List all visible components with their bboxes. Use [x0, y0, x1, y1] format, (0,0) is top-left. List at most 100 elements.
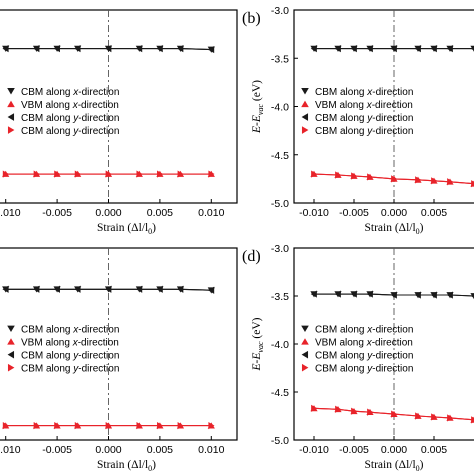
y-tick-label: -3.0	[271, 243, 289, 255]
data-point	[471, 416, 474, 424]
x-tick-label: -0.005	[42, 444, 72, 456]
x-tick-label: -0.005	[42, 207, 72, 219]
data-point	[470, 46, 474, 51]
data-point	[54, 422, 61, 430]
x-tick-label: 0.000	[381, 207, 407, 219]
chart-panel-1: -0.010 -0.005 0.000 0.005 0.010 Strain (Δl/l0…	[0, 9, 238, 236]
data-point	[208, 286, 215, 294]
legend-marker	[7, 88, 15, 95]
data-point	[351, 407, 358, 415]
data-point	[136, 285, 143, 293]
chart-panel-2: -0.010 -0.005 0.000 0.005 -3.0 -3.5 -4.0 -4.5 -5…	[242, 5, 474, 236]
data-point	[311, 170, 318, 178]
data-point	[157, 170, 164, 178]
y-tick-label: -4.0	[271, 102, 289, 114]
chart-panel-3: -0.010 -0.005 0.000 0.005 0.010 Strain (Δl/l0…	[0, 247, 238, 473]
data-point	[33, 45, 40, 53]
data-point	[2, 422, 9, 430]
legend-marker	[301, 126, 309, 134]
data-point	[157, 422, 164, 430]
legend-entry: CBM along y-direction	[21, 364, 119, 375]
data-point	[105, 45, 112, 53]
series-group	[310, 45, 474, 188]
data-point	[430, 45, 437, 53]
x-tick-label: -0.010	[0, 444, 21, 456]
data-point	[446, 291, 453, 299]
data-point	[415, 412, 422, 420]
data-point	[74, 170, 81, 178]
data-point	[366, 290, 373, 298]
legend-marker	[7, 338, 15, 345]
data-point	[105, 422, 112, 430]
data-point	[431, 177, 438, 185]
data-point	[415, 176, 422, 184]
x-tick-label: -0.005	[339, 207, 369, 219]
data-point	[310, 45, 317, 53]
data-point	[446, 45, 453, 53]
x-tick-label: 0.000	[95, 444, 121, 456]
legend-marker	[7, 325, 15, 333]
y-tick-label: -5.0	[271, 198, 289, 210]
legend-entry: CBM along y-direction	[21, 351, 119, 362]
data-point	[414, 45, 421, 53]
data-point	[2, 285, 9, 293]
y-tick-label: -3.0	[271, 5, 289, 17]
data-point	[350, 45, 357, 53]
legend-entry: CBM along x-direction	[21, 87, 119, 98]
x-axis-label: Strain (Δl/l0)	[97, 222, 156, 236]
data-point	[136, 170, 143, 178]
x-tick-label: -0.010	[299, 444, 329, 456]
y-tick-label: -4.5	[271, 150, 289, 162]
data-point	[350, 290, 357, 298]
data-point	[74, 422, 81, 430]
x-tick-label: 0.005	[147, 207, 173, 219]
x-tick-label: -0.010	[299, 207, 329, 219]
legend-entry: CBM along x-direction	[21, 325, 119, 336]
x-tick-label: 0.005	[421, 207, 447, 219]
y-tick-label: -4.0	[271, 339, 289, 351]
data-point	[431, 413, 438, 421]
data-point	[53, 285, 60, 293]
data-point	[156, 45, 163, 53]
legend-marker	[301, 350, 309, 359]
x-axis-label: Strain (Δl/l0)	[97, 459, 156, 473]
data-point	[414, 291, 421, 299]
x-tick-label: 0.010	[198, 207, 224, 219]
data-point	[335, 171, 342, 179]
data-point	[105, 285, 112, 293]
legend-marker	[301, 325, 309, 333]
legend-entry: VBM along x-direction	[315, 338, 413, 349]
x-tick-label: 0.000	[95, 207, 121, 219]
x-tick-label: -0.010	[0, 207, 21, 219]
legend-entry: CBM along y-direction	[315, 351, 413, 362]
data-point	[208, 170, 215, 178]
data-point	[177, 45, 184, 53]
x-axis-label: Strain (Δl/l0)	[365, 459, 424, 473]
data-point	[335, 405, 342, 413]
legend-marker	[7, 100, 15, 108]
data-point	[367, 408, 374, 416]
x-tick-label: -0.005	[339, 444, 369, 456]
legend-entry: CBM along y-direction	[315, 126, 413, 137]
data-point	[334, 45, 341, 53]
data-point	[366, 45, 373, 53]
data-point	[351, 172, 358, 180]
x-tick-label: 0.005	[421, 444, 447, 456]
data-point	[447, 178, 454, 186]
legend-entry: VBM along x-direction	[21, 338, 119, 349]
data-point	[430, 291, 437, 299]
panel-label: (d)	[242, 248, 261, 265]
legend-marker	[301, 338, 309, 345]
x-axis-label: Strain (Δl/l0)	[365, 222, 424, 236]
data-point	[2, 45, 9, 53]
legend-entry: CBM along x-direction	[315, 87, 413, 98]
data-point	[136, 45, 143, 53]
data-point	[391, 175, 398, 183]
legend-entry: CBM along y-direction	[315, 113, 413, 124]
series-group	[2, 285, 215, 430]
data-point	[471, 180, 474, 188]
chart-panel-4: -0.010 -0.005 0.000 0.005 -3.0 -3.5 -4.0 -4.5 -5…	[242, 243, 474, 473]
data-point	[390, 45, 397, 53]
data-point	[54, 170, 61, 178]
